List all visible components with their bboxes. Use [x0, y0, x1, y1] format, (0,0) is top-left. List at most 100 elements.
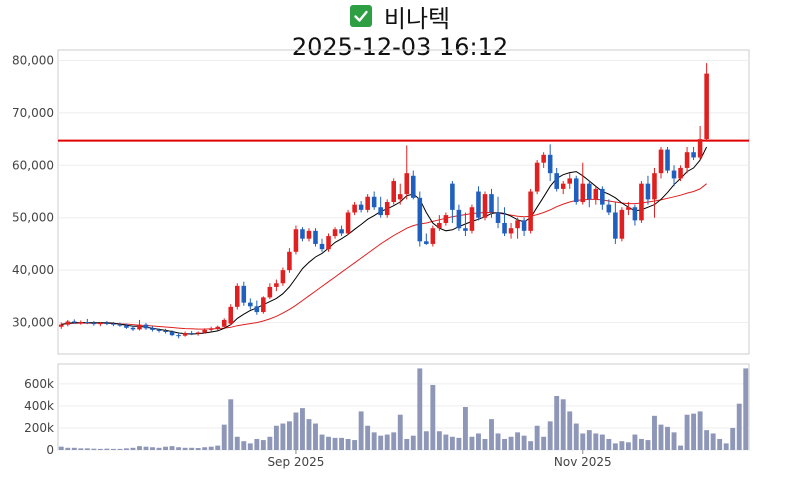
volume-bar	[397, 414, 403, 450]
volume-bar	[169, 446, 175, 450]
candle-body	[463, 228, 468, 231]
volume-bar	[528, 441, 534, 450]
price-tick-label: 30,000	[12, 316, 54, 330]
volume-bar	[476, 433, 481, 450]
candle-body	[228, 306, 234, 324]
title-row: 비나텍	[0, 0, 800, 33]
candle-body	[293, 229, 299, 252]
price-tick-label: 80,000	[12, 53, 54, 67]
candle-body	[541, 154, 546, 163]
volume-bar	[208, 446, 214, 450]
volume-bar	[137, 446, 142, 450]
candle-body	[287, 251, 292, 271]
volume-bar	[430, 384, 436, 450]
volume-bar	[469, 436, 475, 450]
volume-bar	[593, 433, 599, 450]
price-tick-label: 60,000	[12, 158, 54, 172]
candle-body	[587, 183, 592, 200]
candle-body	[202, 329, 207, 333]
volume-bar	[124, 448, 129, 450]
candle-body	[254, 306, 260, 313]
candle-body	[384, 202, 390, 216]
candle-body	[619, 209, 625, 239]
candle-body	[573, 178, 579, 202]
volume-bar	[554, 395, 560, 450]
candle-body	[182, 333, 188, 336]
candle-body	[332, 229, 338, 237]
volume-bar	[260, 440, 266, 450]
candle-body	[365, 196, 370, 210]
candle-body	[339, 229, 344, 234]
volume-bar	[280, 423, 286, 450]
candle-body	[150, 328, 155, 330]
x-tick-label: Nov 2025	[554, 455, 612, 469]
candle-body	[645, 183, 651, 200]
volume-bar	[671, 432, 677, 450]
candle-body	[613, 212, 618, 239]
candle-body	[502, 222, 507, 234]
candle-body	[208, 328, 214, 330]
volume-bar	[443, 434, 449, 450]
volume-panel: 0 200k 400k 600k	[24, 363, 750, 457]
candle-body	[124, 325, 129, 328]
candle-body	[397, 194, 403, 200]
candle-body	[261, 297, 266, 313]
volume-bar	[221, 424, 227, 450]
volume-bar	[78, 448, 84, 450]
candle-body	[515, 220, 520, 229]
volume-bar	[182, 447, 188, 450]
volume-bar	[156, 447, 162, 450]
volume-bar	[150, 447, 155, 450]
volume-bar	[573, 423, 579, 450]
volume-bar	[599, 434, 605, 450]
candle-body	[72, 321, 77, 323]
candle-body	[671, 170, 677, 179]
x-axis: Sep 2025 Nov 2025	[267, 450, 612, 469]
candle-body	[450, 183, 455, 210]
volume-bar	[462, 407, 468, 450]
volume-bar	[326, 436, 331, 450]
volume-bar	[65, 447, 71, 450]
volume-bar	[502, 438, 507, 450]
volume-bar	[423, 431, 429, 450]
volume-bar	[358, 411, 364, 450]
candle-body	[78, 322, 84, 324]
volume-bar	[743, 368, 749, 450]
candle-body	[391, 181, 397, 202]
volume-bar	[612, 443, 618, 450]
volume-bar	[104, 448, 110, 450]
candle-body	[104, 323, 110, 325]
moving-average-long-line	[61, 183, 707, 330]
candle-body	[306, 230, 312, 239]
volume-bar	[534, 425, 540, 450]
volume-bar	[521, 435, 527, 450]
candle-body	[130, 327, 136, 330]
volume-bar	[384, 434, 390, 450]
candle-body	[554, 173, 559, 189]
volume-bar	[332, 437, 338, 450]
volume-bar	[247, 443, 253, 450]
volume-bar	[117, 448, 123, 450]
volume-bar	[436, 431, 442, 450]
volume-bar	[319, 434, 325, 450]
volume-bar	[547, 421, 553, 450]
volume-bar	[691, 413, 697, 450]
volume-bar	[378, 435, 384, 450]
candle-body	[91, 323, 97, 325]
volume-bar	[130, 447, 136, 450]
volume-bar	[254, 438, 260, 450]
candle-body	[156, 329, 162, 331]
candle-body	[678, 167, 683, 179]
candle-body	[684, 152, 690, 168]
candle-body	[469, 207, 475, 231]
volume-bar	[638, 438, 644, 450]
candle-body	[378, 207, 383, 216]
candle-body	[274, 283, 279, 287]
candle-body	[652, 173, 657, 200]
candle-body	[528, 191, 533, 231]
volume-tick-label: 400k	[24, 399, 54, 413]
candle-body	[600, 188, 605, 205]
volume-bar	[508, 436, 514, 450]
candle-body	[241, 285, 247, 303]
volume-bar	[482, 438, 488, 450]
